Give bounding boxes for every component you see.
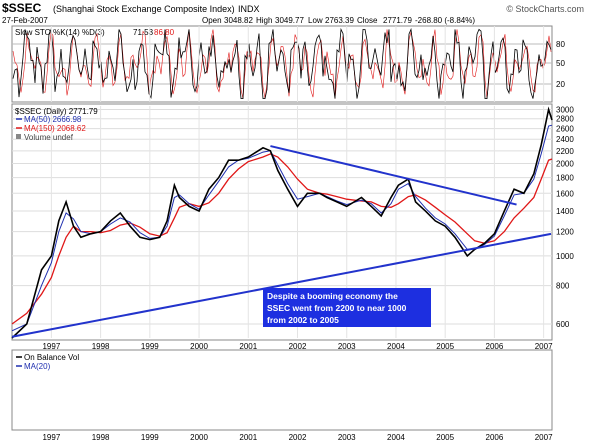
price-line: [11, 106, 553, 339]
header-date: 27-Feb-2007: [2, 16, 48, 25]
resistance-trendline: [270, 145, 517, 206]
sto-level-label-80: 80: [556, 40, 565, 49]
high-label: High: [256, 16, 272, 25]
svg-text:Volume undef: Volume undef: [24, 133, 74, 142]
price-legend: $SSEC (Daily) 2771.79: [15, 107, 98, 116]
price-x-tick-label: 2000: [190, 342, 208, 351]
ma50-legend: MA(50) 2666.98: [16, 115, 82, 124]
annotation-box: Despite a booming economy the SSEC went …: [263, 288, 431, 327]
symbol-title: $SSEC: [2, 1, 42, 15]
sto-k-line: [12, 27, 552, 99]
price-x-tick-label: 2002: [289, 342, 307, 351]
open-value: 3048.82: [224, 16, 253, 25]
price-y-tick-label: 800: [556, 282, 570, 291]
annotation-line-3: from 2002 to 2005: [267, 315, 339, 325]
price-x-tick-label: 2007: [535, 342, 553, 351]
close-label: Close: [357, 16, 378, 25]
price-x-tick-label: 2005: [436, 342, 454, 351]
low-label: Low: [308, 16, 323, 25]
price-x-tick-label: 2006: [486, 342, 504, 351]
svg-text:MA(50) 2666.98: MA(50) 2666.98: [24, 115, 82, 124]
high-value: 3049.77: [275, 16, 304, 25]
annotation-line-1: Despite a booming economy the: [267, 291, 398, 301]
sto-d-line: [12, 29, 552, 99]
obv-x-tick-label: 1997: [42, 433, 60, 442]
price-x-tick-label: 2004: [387, 342, 405, 351]
price-x-tick-label: 2001: [239, 342, 257, 351]
credit-text: © StockCharts.com: [506, 4, 584, 14]
close-value: 2771.79: [383, 16, 412, 25]
obv-legend: On Balance Vol: [16, 353, 79, 362]
price-y-tick-label: 2000: [556, 160, 574, 169]
ma150-legend: MA(150) 2068.62: [16, 124, 86, 133]
svg-text:MA(20): MA(20): [24, 362, 51, 371]
svg-text:MA(150) 2068.62: MA(150) 2068.62: [24, 124, 86, 133]
price-x-axis: 1997 1998 1999 2000 2001 2002 2003 2004 2005 2006…: [42, 342, 553, 351]
price-y-tick-label: 600: [556, 320, 570, 329]
price-x-tick-label: 1999: [141, 342, 159, 351]
obv-x-tick-label: 2004: [387, 433, 405, 442]
price-y-tick-label: 1600: [556, 189, 574, 198]
price-y-tick-label: 1800: [556, 174, 574, 183]
price-x-tick-label: 1997: [42, 342, 60, 351]
price-y-tick-label: 1000: [556, 252, 574, 261]
price-x-tick-label: 1998: [92, 342, 110, 351]
price-y-tick-label: 2400: [556, 135, 574, 144]
price-y-tick-label: 3000: [556, 106, 574, 115]
price-y-axis: 600 800 1000 1200 1400 1600 1800 2000 2200 240026…: [556, 106, 574, 329]
volume-legend: Volume undef: [16, 133, 74, 142]
sto-legend: Slow STO %K(14) %D(3): [15, 28, 105, 37]
price-panel: 600 800 1000 1200 1400 1600 1800 2000 2200 240026…: [11, 26, 574, 351]
obv-x-tick-label: 2000: [190, 433, 208, 442]
obv-x-tick-label: 2007: [535, 433, 553, 442]
obv-x-tick-label: 2002: [289, 433, 307, 442]
sto-d-value: 86.80: [154, 28, 175, 37]
price-y-tick-label: 2800: [556, 115, 574, 124]
low-value: 2763.39: [325, 16, 354, 25]
sto-level-label-20: 20: [556, 80, 565, 89]
sto-panel: 80 50 20 Slow STO %K(14) %D(3) 71.53 86.…: [11, 25, 565, 103]
price-y-tick-label: 2600: [556, 125, 574, 134]
obv-x-tick-label: 1998: [92, 433, 110, 442]
obv-x-tick-label: 1999: [141, 433, 159, 442]
svg-text:On Balance Vol: On Balance Vol: [24, 353, 79, 362]
sto-k-value: 71.53: [133, 28, 154, 37]
obv-x-tick-label: 2006: [486, 433, 504, 442]
obv-x-axis: 1997 1998 1999 2000 2001 2002 2003 2004 2005 2006…: [42, 433, 553, 442]
price-y-tick-label: 2200: [556, 147, 574, 156]
annotation-line-2: SSEC went from 2200 to near 1000: [267, 303, 407, 313]
open-label: Open: [202, 16, 222, 25]
sto-oscillator-lines: [12, 27, 552, 99]
obv-x-tick-label: 2003: [338, 433, 356, 442]
change-value: -268.80 (-8.84%): [415, 16, 475, 25]
support-trendline: [11, 232, 552, 338]
obv-x-tick-label: 2005: [436, 433, 454, 442]
price-y-tick-label: 1200: [556, 228, 574, 237]
exchange-label: INDX: [238, 4, 260, 14]
obv-panel: On Balance Vol MA(20) 1997 1998 1999 2000 20…: [11, 349, 553, 442]
price-y-tick-label: 1400: [556, 207, 574, 216]
index-name: (Shanghai Stock Exchange Composite Index…: [53, 4, 235, 14]
sto-level-label-50: 50: [556, 59, 565, 68]
price-x-tick-label: 2003: [338, 342, 356, 351]
ma150-line: [11, 153, 553, 325]
ohlc-quote: Open 3048.82 High 3049.77 Low 2763.39 Cl…: [202, 16, 475, 25]
obv-x-tick-label: 2001: [239, 433, 257, 442]
obv-ma-legend: MA(20): [16, 362, 51, 371]
